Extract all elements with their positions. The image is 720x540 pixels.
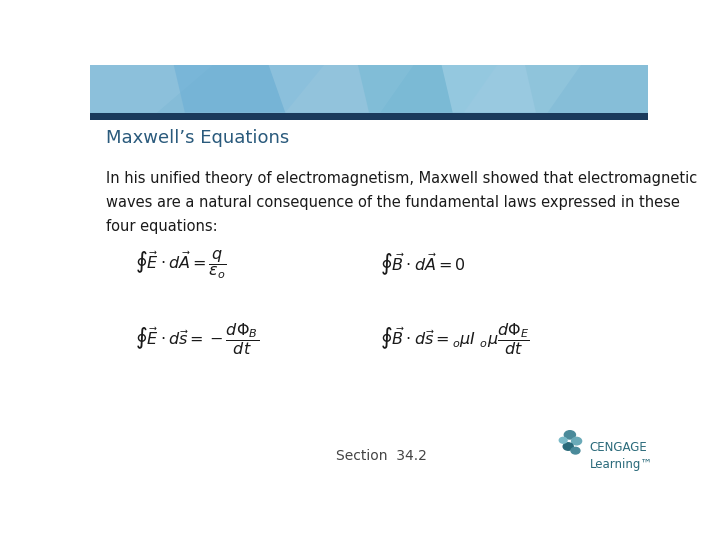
Text: In his unified theory of electromagnetism, Maxwell showed that electromagnetic: In his unified theory of electromagnetis… — [106, 171, 697, 186]
Polygon shape — [526, 65, 648, 113]
Polygon shape — [358, 65, 498, 113]
Text: four equations:: four equations: — [106, 219, 217, 234]
Text: waves are a natural consequence of the fundamental laws expressed in these: waves are a natural consequence of the f… — [106, 195, 680, 210]
Text: $\oint \vec{E} \cdot d\vec{s} = -\dfrac{d\Phi_B}{dt}$: $\oint \vec{E} \cdot d\vec{s} = -\dfrac{… — [135, 321, 258, 357]
Text: CENGAGE
Learning™: CENGAGE Learning™ — [590, 441, 652, 471]
Bar — [90, 113, 648, 120]
Bar — [90, 65, 648, 113]
Circle shape — [559, 437, 567, 443]
Circle shape — [564, 431, 575, 439]
Polygon shape — [269, 65, 413, 113]
Text: Maxwell’s Equations: Maxwell’s Equations — [106, 129, 289, 147]
Text: $\oint \vec{B} \cdot d\vec{s} = {}_o\mu I \ {}_o\mu \dfrac{d\Phi_E}{dt}$: $\oint \vec{B} \cdot d\vec{s} = {}_o\mu … — [380, 321, 530, 357]
Circle shape — [563, 443, 573, 450]
Text: Section  34.2: Section 34.2 — [336, 449, 426, 463]
Text: $\oint \vec{E} \cdot d\vec{A} = \dfrac{q}{\varepsilon_o}$: $\oint \vec{E} \cdot d\vec{A} = \dfrac{q… — [135, 248, 227, 281]
Polygon shape — [174, 65, 324, 113]
Circle shape — [572, 437, 582, 445]
Text: $\oint \vec{B} \cdot d\vec{A} = 0$: $\oint \vec{B} \cdot d\vec{A} = 0$ — [380, 252, 466, 278]
Polygon shape — [441, 65, 581, 113]
Polygon shape — [90, 65, 213, 113]
Circle shape — [571, 447, 580, 454]
